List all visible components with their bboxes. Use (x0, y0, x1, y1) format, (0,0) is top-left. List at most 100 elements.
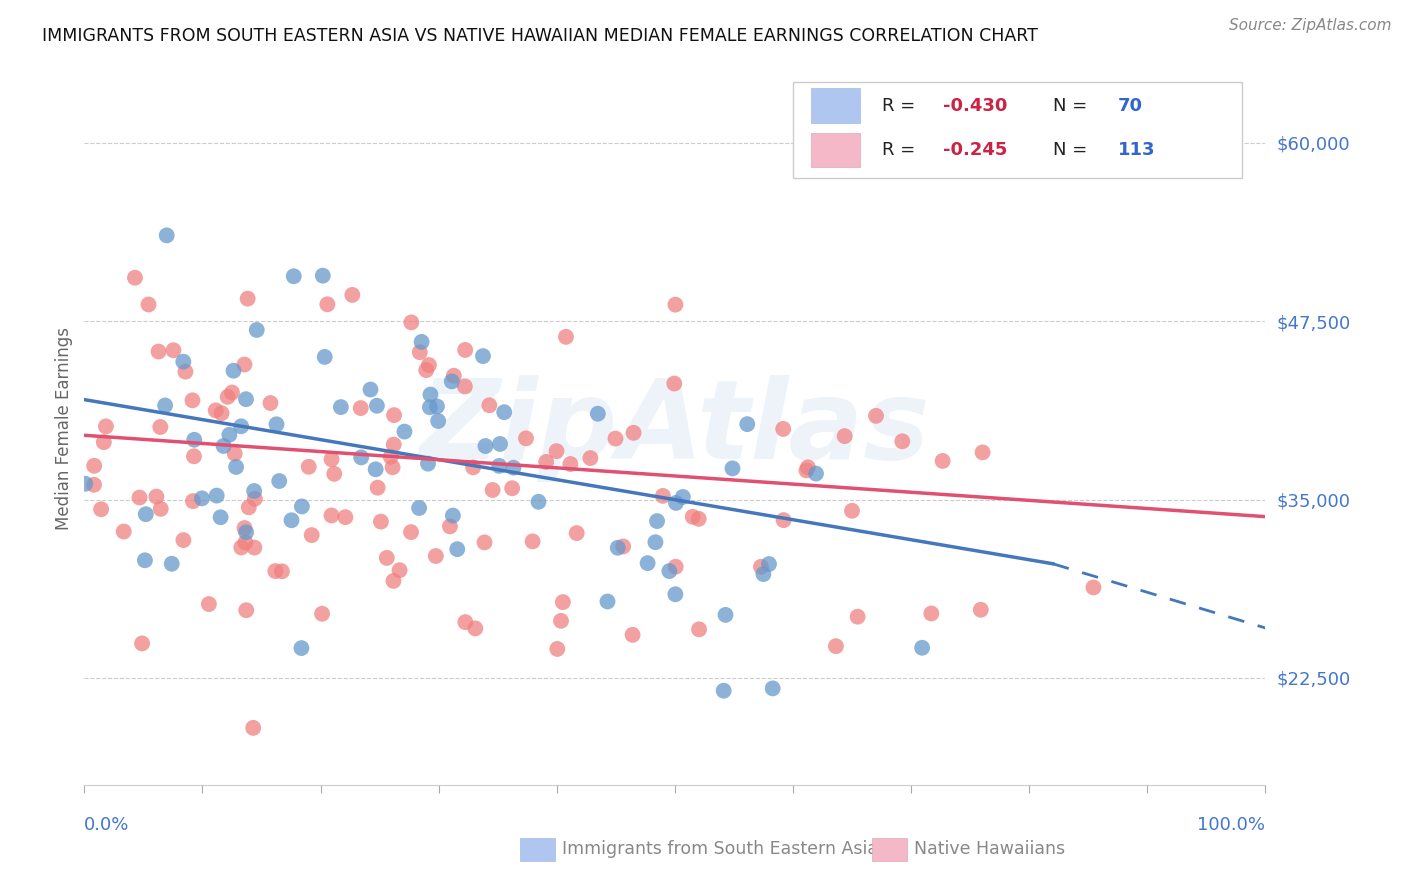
Text: Immigrants from South Eastern Asia: Immigrants from South Eastern Asia (562, 840, 879, 858)
Point (527, 495, 550, 509)
Point (225, 460, 247, 475)
Point (246, 323, 269, 337)
Point (488, 458, 510, 473)
Point (555, 330, 578, 344)
Point (134, 553, 156, 567)
Point (846, 609, 869, 624)
Point (124, 270, 146, 285)
Point (658, 564, 681, 578)
Point (280, 513, 302, 527)
Point (290, 641, 312, 656)
Point (381, 460, 404, 475)
Point (350, 401, 373, 415)
Point (664, 376, 686, 391)
Point (762, 681, 785, 696)
Point (865, 409, 887, 423)
Point (461, 460, 484, 475)
Point (243, 483, 266, 498)
Point (222, 364, 245, 378)
Point (972, 445, 994, 459)
Point (419, 387, 441, 401)
Point (235, 603, 257, 617)
Point (418, 358, 440, 372)
Point (439, 519, 461, 533)
Point (291, 500, 314, 514)
Point (329, 400, 352, 414)
Point (75, 476, 97, 491)
Point (651, 489, 673, 503)
Point (474, 439, 496, 453)
Point (323, 467, 346, 481)
Point (474, 535, 496, 549)
Point (970, 603, 993, 617)
Point (367, 481, 389, 495)
Point (796, 463, 818, 477)
Point (259, 396, 281, 410)
Point (316, 297, 339, 311)
Point (145, 490, 167, 504)
Point (382, 437, 405, 451)
Point (408, 501, 430, 516)
Point (586, 407, 609, 421)
Point (664, 298, 686, 312)
Point (772, 513, 794, 527)
Point (758, 557, 780, 571)
Text: Native Hawaiians: Native Hawaiians (914, 840, 1064, 858)
Point (443, 368, 465, 383)
Point (183, 433, 205, 447)
Text: ZipAtlas: ZipAtlas (419, 375, 931, 482)
Point (665, 559, 688, 574)
Point (229, 419, 252, 434)
Point (181, 393, 204, 408)
Point (242, 721, 264, 735)
Point (494, 405, 516, 419)
Point (350, 450, 373, 465)
Point (427, 414, 450, 428)
Point (209, 510, 232, 524)
Point (233, 358, 256, 372)
Point (235, 535, 257, 549)
Point (138, 297, 160, 311)
Point (454, 379, 477, 393)
Point (478, 398, 501, 412)
Text: N =: N = (1053, 96, 1092, 114)
Point (342, 288, 364, 302)
Point (149, 420, 172, 434)
Point (135, 507, 157, 521)
Point (688, 623, 710, 637)
Point (565, 526, 588, 541)
Point (419, 401, 441, 415)
Point (911, 640, 934, 655)
Point (269, 474, 291, 488)
Point (131, 636, 153, 650)
Point (665, 496, 688, 510)
Point (411, 334, 433, 349)
Point (266, 417, 288, 432)
Bar (811, 133, 860, 167)
Point (233, 521, 256, 535)
Point (714, 607, 737, 622)
Text: IMMIGRANTS FROM SOUTH EASTERN ASIA VS NATIVE HAWAIIAN MEDIAN FEMALE EARNINGS COR: IMMIGRANTS FROM SOUTH EASTERN ASIA VS NA… (42, 27, 1038, 45)
Point (612, 540, 634, 554)
Text: N =: N = (1053, 141, 1092, 159)
Point (162, 343, 184, 358)
Point (446, 542, 468, 557)
Point (191, 491, 214, 506)
Point (148, 344, 170, 359)
Point (546, 444, 568, 458)
Point (688, 512, 710, 526)
Point (834, 429, 856, 443)
Point (388, 563, 411, 577)
FancyBboxPatch shape (793, 82, 1241, 178)
Point (181, 494, 204, 508)
Point (174, 365, 197, 379)
Point (236, 292, 259, 306)
Point (218, 427, 240, 442)
Point (375, 550, 398, 565)
Bar (811, 88, 860, 123)
Point (546, 642, 568, 657)
Point (804, 467, 827, 481)
Point (204, 403, 226, 417)
Point (298, 459, 321, 474)
Point (205, 489, 228, 503)
